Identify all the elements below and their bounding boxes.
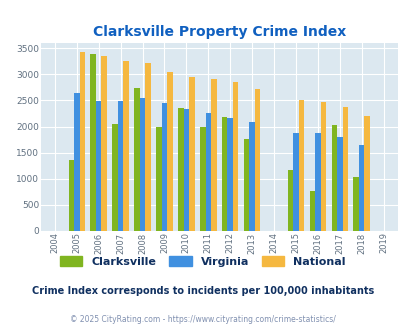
- Bar: [336, 138, 342, 231]
- Bar: [112, 124, 117, 231]
- Bar: [178, 108, 183, 231]
- Bar: [96, 101, 101, 231]
- Bar: [249, 122, 254, 231]
- Bar: [320, 102, 325, 231]
- Bar: [287, 170, 292, 231]
- Bar: [156, 126, 161, 231]
- Bar: [200, 126, 205, 231]
- Bar: [161, 103, 167, 231]
- Bar: [353, 177, 358, 231]
- Bar: [167, 72, 172, 231]
- Bar: [79, 52, 85, 231]
- Bar: [331, 125, 336, 231]
- Bar: [139, 98, 145, 231]
- Bar: [145, 63, 150, 231]
- Bar: [189, 77, 194, 231]
- Text: © 2025 CityRating.com - https://www.cityrating.com/crime-statistics/: © 2025 CityRating.com - https://www.city…: [70, 315, 335, 324]
- Bar: [123, 61, 128, 231]
- Bar: [364, 116, 369, 231]
- Bar: [314, 133, 320, 231]
- Bar: [227, 118, 232, 231]
- Bar: [292, 133, 298, 231]
- Bar: [309, 191, 314, 231]
- Bar: [183, 109, 189, 231]
- Title: Clarksville Property Crime Index: Clarksville Property Crime Index: [92, 25, 345, 39]
- Bar: [205, 113, 211, 231]
- Bar: [222, 117, 227, 231]
- Bar: [68, 160, 74, 231]
- Bar: [243, 139, 249, 231]
- Bar: [358, 145, 364, 231]
- Bar: [117, 101, 123, 231]
- Legend: Clarksville, Virginia, National: Clarksville, Virginia, National: [55, 251, 350, 271]
- Bar: [298, 100, 303, 231]
- Bar: [342, 107, 347, 231]
- Bar: [254, 89, 260, 231]
- Bar: [211, 80, 216, 231]
- Bar: [74, 92, 79, 231]
- Bar: [232, 82, 238, 231]
- Text: Crime Index corresponds to incidents per 100,000 inhabitants: Crime Index corresponds to incidents per…: [32, 286, 373, 296]
- Bar: [90, 54, 96, 231]
- Bar: [134, 88, 139, 231]
- Bar: [101, 56, 107, 231]
